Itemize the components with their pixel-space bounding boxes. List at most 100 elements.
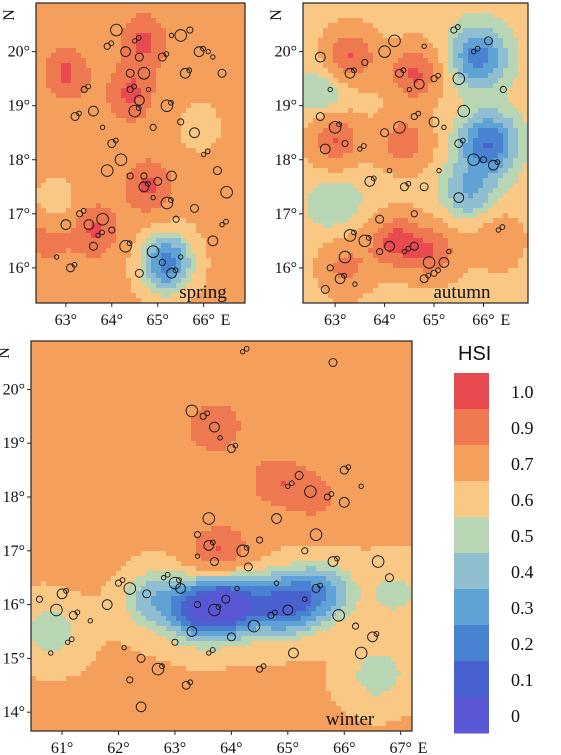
hsi-cell xyxy=(41,238,47,244)
hsi-cell xyxy=(231,93,237,99)
hsi-cell xyxy=(513,103,519,109)
hsi-cell xyxy=(348,228,354,234)
hsi-cell xyxy=(383,198,389,204)
hsi-cell xyxy=(186,13,192,19)
hsi-cell xyxy=(403,98,409,104)
hsi-cell xyxy=(91,118,97,124)
hsi-cell xyxy=(36,213,42,219)
hsi-cell xyxy=(186,58,192,64)
hsi-cell xyxy=(443,223,449,229)
hsi-cell xyxy=(448,18,454,24)
hsi-cell xyxy=(51,248,57,254)
hsi-cell xyxy=(313,213,319,219)
hsi-cell xyxy=(146,178,152,184)
hsi-cell xyxy=(433,28,439,34)
hsi-cell xyxy=(221,148,227,154)
hsi-cell xyxy=(473,58,479,64)
hsi-cell xyxy=(438,78,444,84)
hsi-cell xyxy=(121,3,127,9)
hsi-cell xyxy=(363,188,369,194)
hsi-cell xyxy=(86,268,92,274)
hsi-cell xyxy=(373,188,379,194)
hsi-cell xyxy=(36,148,42,154)
hsi-cell xyxy=(468,183,474,189)
hsi-cell xyxy=(231,178,237,184)
hsi-cell xyxy=(46,173,52,179)
hsi-cell xyxy=(503,258,509,264)
hsi-cell xyxy=(86,38,92,44)
hsi-cell xyxy=(463,128,469,134)
hsi-cell xyxy=(343,128,349,134)
hsi-cell xyxy=(383,143,389,149)
hsi-cell xyxy=(458,88,464,94)
hsi-cell xyxy=(171,278,177,284)
hsi-cell xyxy=(56,278,62,284)
hsi-cell xyxy=(186,3,192,9)
hsi-cell xyxy=(463,13,469,19)
hsi-cell xyxy=(498,13,504,19)
hsi-cell xyxy=(323,183,329,189)
hsi-cell xyxy=(473,203,479,209)
hsi-cell xyxy=(176,28,182,34)
hsi-cell xyxy=(413,138,419,144)
hsi-cell xyxy=(186,223,192,229)
hsi-cell xyxy=(106,43,112,49)
hsi-cell xyxy=(388,258,394,264)
hsi-cell xyxy=(126,268,132,274)
hsi-cell xyxy=(373,203,379,209)
hsi-cell xyxy=(186,168,192,174)
hsi-cell xyxy=(523,223,528,229)
hsi-cell xyxy=(523,128,528,134)
hsi-cell xyxy=(338,248,344,254)
hsi-cell xyxy=(348,168,354,174)
hsi-cell xyxy=(378,3,384,9)
hsi-cell xyxy=(216,288,222,294)
hsi-cell xyxy=(41,253,47,259)
hsi-cell xyxy=(146,83,152,89)
hsi-cell xyxy=(176,8,182,14)
hsi-cell xyxy=(91,218,97,224)
hsi-cell xyxy=(111,123,117,129)
hsi-cell xyxy=(383,123,389,129)
hsi-cell xyxy=(393,3,399,9)
hsi-cell xyxy=(343,183,349,189)
hsi-cell xyxy=(61,223,67,229)
hsi-cell xyxy=(353,23,359,29)
hsi-cell xyxy=(513,238,519,244)
hsi-cell xyxy=(201,273,207,279)
hsi-cell xyxy=(241,268,245,274)
survey-point xyxy=(186,67,193,74)
hsi-cell xyxy=(196,148,202,154)
hsi-cell xyxy=(363,113,369,119)
hsi-cell xyxy=(473,73,479,79)
hsi-cell xyxy=(231,68,237,74)
hsi-cell xyxy=(358,38,364,44)
hsi-cell xyxy=(478,93,484,99)
hsi-cell xyxy=(46,168,52,174)
hsi-cell xyxy=(176,233,182,239)
hsi-cell xyxy=(308,118,314,124)
hsi-cell xyxy=(186,28,192,34)
hsi-cell xyxy=(423,253,429,259)
hsi-cell xyxy=(318,173,324,179)
hsi-cell xyxy=(171,28,177,34)
hsi-cell xyxy=(121,263,127,269)
hsi-cell xyxy=(156,273,162,279)
hsi-cell xyxy=(66,48,72,54)
hsi-cell xyxy=(191,278,197,284)
hsi-cell xyxy=(226,13,232,19)
hsi-cell xyxy=(333,138,339,144)
hsi-cell xyxy=(523,38,528,44)
hsi-cell xyxy=(428,43,434,49)
hsi-cell xyxy=(313,108,319,114)
hsi-cell xyxy=(343,58,349,64)
hsi-cell xyxy=(226,213,232,219)
hsi-cell xyxy=(141,33,147,39)
hsi-cell xyxy=(156,48,162,54)
hsi-cell xyxy=(508,253,514,259)
hsi-cell xyxy=(393,148,399,154)
hsi-cell xyxy=(61,83,67,89)
hsi-cell xyxy=(211,193,217,199)
hsi-cell xyxy=(181,288,187,294)
